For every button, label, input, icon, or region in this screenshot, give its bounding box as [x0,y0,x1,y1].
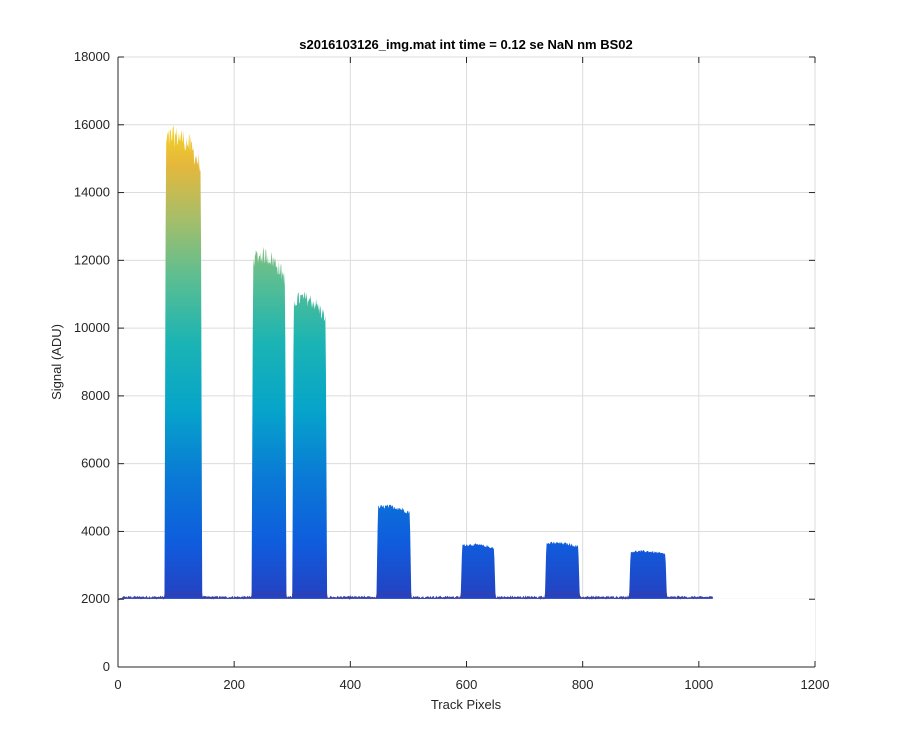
y-tick-label: 12000 [74,252,110,267]
band-4 [376,504,411,597]
y-tick-label: 0 [103,659,110,674]
x-tick-label: 200 [223,677,245,692]
y-tick-label: 4000 [81,523,110,538]
band-5 [461,543,496,597]
x-tick-label: 1200 [801,677,830,692]
y-tick-label: 8000 [81,388,110,403]
band-3 [292,291,327,598]
data-layer [118,125,815,668]
baseline-mask [118,598,815,667]
y-tick-label: 16000 [74,117,110,132]
x-axis-title: Track Pixels [431,697,502,712]
band-1 [164,125,202,598]
y-tick-label: 18000 [74,49,110,64]
band-6 [545,542,580,598]
x-tick-label: 800 [572,677,594,692]
band-7 [629,550,667,597]
y-tick-label: 6000 [81,456,110,471]
y-tick-label: 2000 [81,591,110,606]
x-tick-label: 400 [339,677,361,692]
x-tick-label: 1000 [684,677,713,692]
y-tick-label: 10000 [74,320,110,335]
tick-labels: 0 200 400 600 800 1000 12000200040006000800010… [74,49,830,692]
chart-title: s2016103126_img.mat int time = 0.12 se N… [299,37,633,52]
band-2 [252,247,287,598]
signal-area [118,125,713,668]
y-axis-title: Signal (ADU) [49,324,64,400]
x-tick-label: 600 [456,677,478,692]
x-tick-label: 0 [114,677,121,692]
y-tick-label: 14000 [74,185,110,200]
axes [117,56,816,668]
baseline-trace [118,592,714,601]
